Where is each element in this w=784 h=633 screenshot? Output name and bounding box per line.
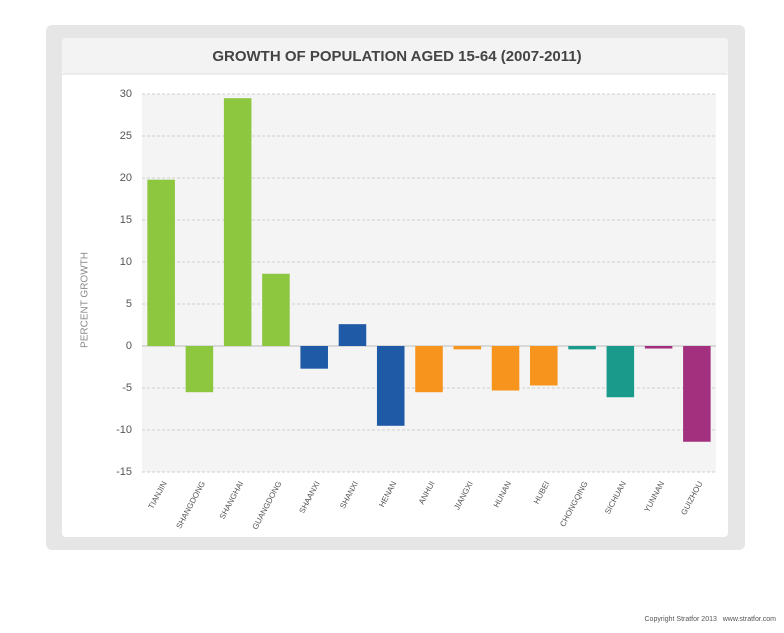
y-tick-label: 15 xyxy=(120,214,132,226)
bar xyxy=(376,346,405,426)
bar xyxy=(262,273,290,346)
chart-title: GROWTH OF POPULATION AGED 15-64 (2007-20… xyxy=(212,48,581,65)
bar xyxy=(223,98,252,346)
bar xyxy=(147,179,175,346)
y-tick-label: -15 xyxy=(116,466,132,478)
bar xyxy=(530,346,558,386)
y-axis-label: PERCENT GROWTH xyxy=(80,252,91,348)
y-tick-label: 30 xyxy=(120,88,132,100)
bar xyxy=(606,346,635,398)
title-bar xyxy=(62,38,728,74)
bar xyxy=(300,346,328,369)
y-tick-label: 25 xyxy=(120,130,132,142)
copyright: Copyright Stratfor 2013 www.stratfor.com xyxy=(645,616,777,623)
bar xyxy=(185,346,214,393)
bar xyxy=(568,346,596,350)
bar xyxy=(491,346,520,391)
y-tick-label: 20 xyxy=(120,172,132,184)
y-tick-label: 5 xyxy=(126,298,132,310)
bar xyxy=(683,346,711,442)
y-tick-label: 10 xyxy=(120,256,132,268)
bar xyxy=(338,324,367,346)
y-tick-label: 0 xyxy=(126,340,132,352)
bar xyxy=(453,346,482,350)
y-tick-label: -5 xyxy=(122,382,132,394)
bar xyxy=(644,346,673,349)
bar xyxy=(415,346,443,393)
y-tick-label: -10 xyxy=(116,424,132,436)
